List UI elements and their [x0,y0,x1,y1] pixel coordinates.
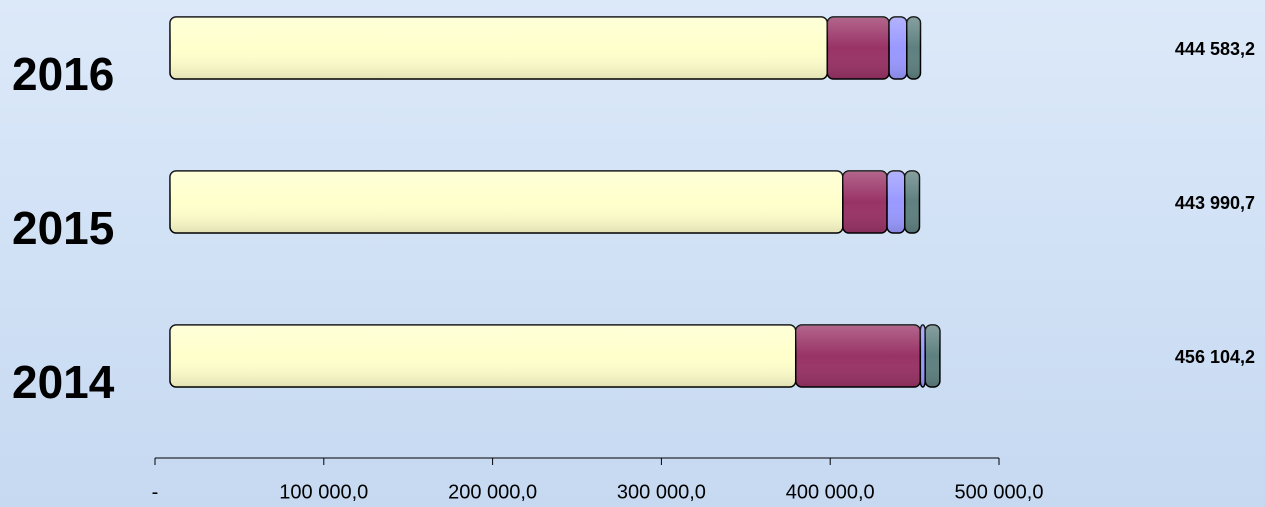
x-tick-label: 400 000,0 [786,481,875,503]
x-tick-label: 500 000,0 [955,481,1044,503]
bar-shade [904,171,920,233]
bar-shade [170,17,828,79]
bar-shade [170,171,843,233]
x-tick-label: 300 000,0 [617,481,706,503]
category-label: 2015 [12,202,114,254]
category-label: 2016 [12,48,114,100]
bar-shade [170,325,796,387]
category-label: 2014 [12,356,115,408]
x-tick-label: 100 000,0 [279,481,368,503]
bar-shade [920,325,926,387]
bar-shade [889,17,907,79]
bar-shade [827,17,890,79]
x-tick-label: - [152,481,159,503]
total-label: 443 990,7 [1175,193,1255,213]
total-label: 444 583,2 [1175,39,1255,59]
bar-shade [842,171,888,233]
total-label: 456 104,2 [1175,347,1255,367]
x-tick-label: 200 000,0 [448,481,537,503]
bar-shade [887,171,905,233]
bar-shade [906,17,921,79]
bar-shade [795,325,921,387]
bar-shade [925,325,940,387]
